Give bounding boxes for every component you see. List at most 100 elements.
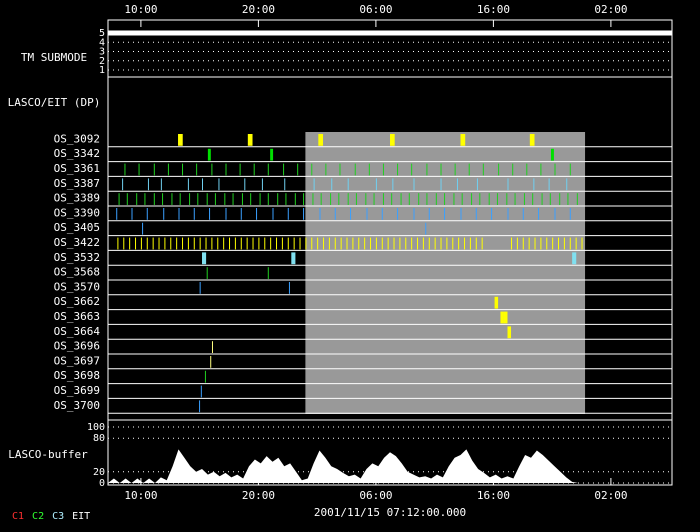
event-mark: [318, 134, 324, 146]
event-mark: [187, 178, 189, 191]
event-mark: [140, 237, 142, 250]
row-label: OS_3696: [54, 340, 100, 353]
event-mark: [200, 385, 202, 398]
event-mark: [354, 163, 356, 176]
plot-frame: [107, 19, 673, 486]
event-mark: [277, 193, 279, 205]
event-mark: [387, 237, 389, 250]
event-mark: [572, 252, 577, 265]
event-mark: [516, 237, 518, 250]
event-mark: [563, 237, 565, 250]
event-mark: [548, 178, 550, 191]
event-mark: [488, 193, 490, 205]
row-label: OS_3697: [54, 354, 100, 367]
event-mark: [152, 237, 154, 250]
event-mark: [444, 193, 446, 205]
x-tick-label: 06:00: [359, 3, 392, 16]
event-mark: [355, 193, 357, 205]
event-mark: [522, 208, 524, 220]
event-mark: [328, 237, 330, 250]
event-mark: [135, 237, 137, 250]
event-mark: [428, 237, 430, 250]
x-tick-label: 10:00: [124, 489, 157, 502]
event-mark: [347, 178, 349, 191]
event-mark: [311, 237, 313, 250]
event-mark: [494, 296, 499, 309]
y-tick-label: 0: [99, 478, 105, 489]
event-mark: [193, 237, 195, 250]
event-mark: [569, 163, 571, 176]
event-mark: [352, 237, 354, 250]
event-mark: [264, 237, 266, 250]
event-mark: [475, 208, 477, 220]
event-mark: [375, 237, 377, 250]
event-mark: [381, 237, 383, 250]
event-mark: [440, 163, 442, 176]
event-mark: [319, 208, 321, 220]
event-mark: [163, 208, 165, 220]
x-tick-label: 02:00: [594, 3, 627, 16]
event-mark: [305, 237, 307, 250]
event-mark: [291, 252, 296, 265]
event-mark: [211, 341, 213, 353]
row-label: OS_3361: [54, 162, 100, 175]
event-mark: [144, 193, 146, 205]
event-mark: [373, 193, 375, 205]
event-mark: [272, 208, 274, 220]
event-mark: [241, 193, 243, 205]
event-mark: [460, 134, 466, 146]
row-label: OS_3389: [54, 192, 100, 205]
y-tick-label: 1: [99, 65, 105, 76]
event-mark: [276, 237, 278, 250]
event-mark: [196, 163, 198, 176]
event-mark: [554, 163, 556, 176]
event-mark: [426, 193, 428, 205]
row-label: OS_3699: [54, 384, 100, 397]
event-mark: [253, 163, 255, 176]
event-mark: [313, 178, 315, 191]
event-mark: [126, 193, 128, 205]
event-mark: [390, 134, 395, 146]
event-mark: [581, 237, 583, 250]
event-mark: [285, 193, 287, 205]
event-mark: [408, 193, 410, 205]
event-mark: [507, 208, 509, 220]
event-mark: [368, 163, 370, 176]
event-mark: [142, 222, 144, 235]
event-mark: [223, 237, 225, 250]
event-mark: [160, 178, 162, 191]
event-mark: [207, 148, 211, 161]
event-mark: [456, 178, 458, 191]
event-mark: [303, 208, 305, 220]
x-tick-label: 20:00: [242, 489, 275, 502]
event-mark: [405, 237, 407, 250]
event-mark: [204, 370, 206, 383]
event-mark: [197, 193, 199, 205]
event-mark: [540, 163, 542, 176]
event-mark: [453, 193, 455, 205]
event-mark: [153, 193, 155, 205]
event-mark: [522, 237, 524, 250]
y-tick-label: 80: [93, 433, 105, 444]
event-mark: [346, 237, 348, 250]
row-label: OS_3422: [54, 236, 100, 249]
event-mark: [293, 237, 295, 250]
event-mark: [171, 193, 173, 205]
event-mark: [526, 163, 528, 176]
event-mark: [425, 222, 427, 235]
event-mark: [347, 193, 349, 205]
event-mark: [546, 237, 548, 250]
event-mark: [382, 163, 384, 176]
event-mark: [288, 282, 290, 294]
event-mark: [482, 163, 484, 176]
event-mark: [225, 208, 227, 220]
event-mark: [461, 193, 463, 205]
event-mark: [440, 237, 442, 250]
event-mark: [452, 237, 454, 250]
event-mark: [202, 252, 207, 265]
event-mark: [259, 193, 261, 205]
event-mark: [392, 178, 394, 191]
event-mark: [294, 193, 296, 205]
row-label: OS_3570: [54, 280, 100, 293]
event-mark: [146, 237, 148, 250]
